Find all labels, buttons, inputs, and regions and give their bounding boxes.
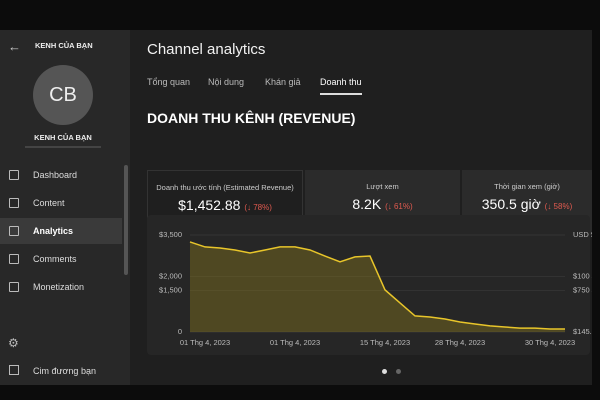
nav-label: Monetization [33, 282, 85, 292]
nav-item[interactable]: Comments [0, 246, 122, 272]
page-dot[interactable] [396, 369, 401, 374]
metric-change: (↓ 78%) [244, 203, 272, 212]
chart-panel [147, 215, 590, 355]
nav-label: Dashboard [33, 170, 78, 180]
scrollbar[interactable] [124, 165, 128, 275]
x-tick-label: 28 Thg 4, 2023 [435, 338, 485, 347]
metric-change: (↓ 58%) [544, 202, 573, 211]
nav-icon [9, 282, 19, 292]
avatar[interactable]: CB [33, 65, 93, 125]
section-title: DOANH THU KÊNH (REVENUE) [147, 110, 356, 126]
nav-label: Analytics [33, 226, 74, 236]
nav-item[interactable]: Analytics [0, 218, 122, 244]
feedback-icon [9, 365, 19, 375]
nav-label: Content [33, 198, 65, 208]
nav-item[interactable]: Monetization [0, 274, 122, 300]
y2-label: $145.22 [573, 327, 592, 336]
sidebar: ← KENH CỦA BẠN CB KENH CỦA BẠN Dashboard… [0, 30, 130, 385]
nav-item[interactable]: Content [0, 190, 122, 216]
line [189, 241, 565, 330]
y-tick-label: $1,500 [159, 285, 182, 294]
nav-label: Comments [33, 254, 77, 264]
tab[interactable]: Nội dung [208, 77, 245, 87]
metric-change: (↓ 61%) [385, 202, 413, 211]
metric-value-row: $1,452.88 (↓ 78%) [148, 197, 302, 213]
metric-value: $1,452.88 [178, 197, 241, 213]
y2-label: $100 $ [573, 272, 592, 281]
settings-icon[interactable]: ⚙ [8, 336, 19, 350]
channel-name: KENH CỦA BẠN [35, 41, 93, 50]
area [190, 241, 565, 332]
x-tick-label: 15 Thg 4, 2023 [360, 338, 410, 347]
page-dot-active[interactable] [382, 369, 387, 374]
metric-value: 8.2K [352, 196, 382, 212]
y2-label: USD $ [573, 230, 592, 239]
tab[interactable]: Khán giả [265, 77, 301, 87]
y2-label: $750 $ [573, 285, 592, 294]
divider [25, 146, 101, 148]
metric-label: Doanh thu ước tính (Estimated Revenue) [156, 183, 294, 192]
metric-label: Thời gian xem (giờ) [494, 182, 560, 191]
nav-icon [9, 198, 19, 208]
metric-value-row: 350.5 giờ (↓ 58%) [462, 196, 592, 212]
nav-icon [9, 226, 19, 236]
y-tick-label: 0 [178, 327, 182, 336]
nav-icon [9, 254, 19, 264]
page-title: Channel analytics [147, 41, 266, 58]
x-tick-label: 01 Thg 4, 2023 [270, 338, 320, 347]
metric-value-row: 8.2K (↓ 61%) [305, 196, 460, 212]
feedback-item[interactable]: Cim đương bạn [33, 366, 96, 376]
nav-icon [9, 170, 19, 180]
main-panel: Channel analytics Tổng quan Nội dung Khán … [130, 30, 592, 385]
tab[interactable]: Tổng quan [147, 77, 191, 87]
y-tick-label: $2,000 [159, 272, 182, 281]
channel-label: KENH CỦA BẠN [34, 133, 92, 142]
y-tick-label: $3,500 [159, 230, 182, 239]
back-button[interactable]: ← [8, 39, 21, 54]
x-tick-label: 30 Thg 4, 2023 [525, 338, 575, 347]
x-tick-label: 01 Thg 4, 2023 [180, 338, 230, 347]
nav-item[interactable]: Dashboard [0, 162, 122, 188]
tab[interactable]: Doanh thu [320, 77, 362, 95]
metric-label: Lượt xem [366, 182, 399, 191]
revenue-chart: 0 $145.22 $1,500 $750 $ $2,000 $100 $ $3,500 US… [147, 215, 592, 355]
metric-value: 350.5 giờ [481, 196, 541, 212]
